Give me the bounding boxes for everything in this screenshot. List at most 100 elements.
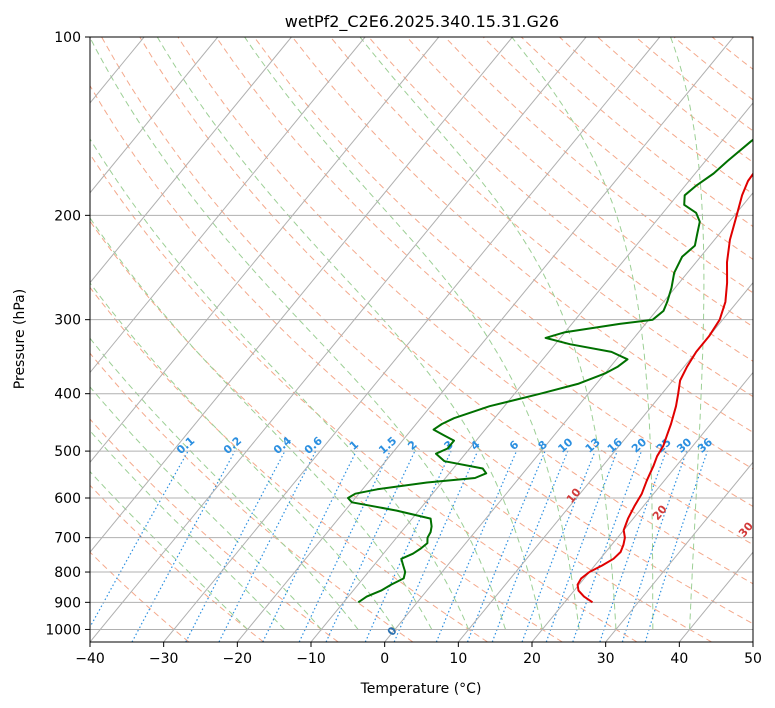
mixing-ratio-line <box>435 450 518 642</box>
dry-adiabat-line <box>90 84 712 642</box>
dry-adiabat-line <box>90 484 264 642</box>
isotherm-line <box>457 281 753 642</box>
mixing-ratio-line <box>90 450 189 629</box>
moist-adiabat-line <box>244 37 580 630</box>
x-tick-label: 30 <box>597 651 615 667</box>
y-tick-label: 600 <box>54 491 81 507</box>
plot-area: 0.1 0.2 0.4 0.6 1 1.5 2 3 4 6 8 10 13 16 20 25 30 3601020… <box>0 37 753 642</box>
y-tick-label: 1000 <box>45 622 81 638</box>
moist-adiabat-line <box>90 337 359 630</box>
x-tick-label: 10 <box>449 651 467 667</box>
moist-adiabat-line <box>90 282 396 630</box>
mixing-ratio-line <box>262 450 357 642</box>
moist-adiabat-line <box>90 138 470 630</box>
dry-adiabat-line <box>253 37 753 470</box>
mixing-ratio-line <box>599 450 667 642</box>
mixing-ratio-line <box>521 450 596 642</box>
mixing-ratio-label: 13 <box>583 436 603 456</box>
plot-frame <box>89 36 754 643</box>
chart-title: wetPf2_C2E6.2025.340.15.31.G26 <box>285 12 559 32</box>
dry-adiabat-line <box>90 418 339 642</box>
dry-adiabat-line <box>90 220 563 642</box>
x-tick-label: 0 <box>380 651 389 667</box>
moist-adiabat-line <box>156 37 543 630</box>
isotherm-line <box>236 37 734 642</box>
isotherm-line <box>90 37 292 284</box>
mixing-ratio-label: 30 <box>674 435 694 455</box>
mixing-ratio-label: 10 <box>555 435 575 455</box>
moist-adiabat-line <box>90 470 248 630</box>
mixing-ratio-line <box>393 450 479 642</box>
dry-adiabat-line <box>90 352 414 642</box>
mixing-ratio-line <box>572 450 643 642</box>
mixing-ratio-label: 16 <box>605 435 625 455</box>
isotherm-line <box>310 102 753 642</box>
dewpoint-line <box>347 138 753 604</box>
y-tick-label: 400 <box>54 387 81 403</box>
moist-adiabat-line <box>90 429 285 630</box>
dry-adiabat-line <box>444 37 753 294</box>
dry-adiabat-line <box>90 286 488 642</box>
y-tick-label: 800 <box>54 565 81 581</box>
isotherm-line <box>90 37 366 374</box>
y-tick-label: 900 <box>54 595 81 611</box>
mixing-ratio-label: 1.5 <box>376 434 399 457</box>
isotherm-line <box>531 371 753 642</box>
y-axis-label: Pressure (hPa) <box>12 289 28 389</box>
mixing-ratio-label: 0.4 <box>271 434 294 457</box>
isotherm-line <box>90 37 587 642</box>
x-tick-label: −30 <box>149 651 179 667</box>
mixing-ratio-line <box>621 450 688 642</box>
temperature-line <box>576 172 753 604</box>
isotherm-line <box>384 192 753 642</box>
dry-adiabat-line <box>90 153 638 642</box>
x-tick-label: −10 <box>296 651 326 667</box>
dry-adiabat-line <box>559 37 753 195</box>
mixing-ratio-line <box>644 450 708 642</box>
moist-adiabat-line <box>511 37 654 630</box>
dry-adiabat-line <box>711 37 753 70</box>
dry-adiabat-line <box>330 37 753 398</box>
x-axis-label: Temperature (°C) <box>360 681 482 697</box>
isotherm-line <box>0 37 70 642</box>
mixing-ratio-label: 0.6 <box>302 434 325 457</box>
mixing-ratio-label: 20 <box>629 435 649 455</box>
y-tick-label: 500 <box>54 444 81 460</box>
moist-adiabat-line <box>359 37 617 630</box>
x-tick-label: 50 <box>744 651 762 667</box>
dry-adiabat-line <box>749 37 753 40</box>
moist-adiabat-line <box>90 217 433 630</box>
dry-adiabat-line <box>292 37 753 433</box>
moist-adiabat-line <box>670 37 705 630</box>
isotherm-line <box>752 641 753 642</box>
x-tick-label: 20 <box>523 651 541 667</box>
isotherm-line <box>90 37 513 553</box>
mixing-ratio-label: 36 <box>695 435 715 455</box>
dry-adiabat-line <box>215 37 753 507</box>
moist-adiabat-label: 20 <box>650 502 670 522</box>
x-tick-label: −20 <box>223 651 253 667</box>
mixing-ratio-line <box>545 450 618 642</box>
x-tick-label: −40 <box>75 651 105 667</box>
y-tick-label: 700 <box>54 531 81 547</box>
mixing-ratio-line <box>185 450 286 642</box>
isotherm-line <box>90 37 440 464</box>
moist-adiabat-line <box>90 37 506 630</box>
mixing-ratio-line <box>491 450 569 642</box>
isotherm-line <box>605 461 753 642</box>
y-tick-label: 100 <box>54 30 81 46</box>
mixing-ratio-line <box>466 450 546 642</box>
dry-adiabat-line <box>177 37 753 546</box>
y-tick-label: 200 <box>54 208 81 224</box>
dry-adiabat-line <box>90 551 190 642</box>
mixing-ratio-line <box>298 450 391 642</box>
isotherm-line <box>90 37 219 194</box>
x-tick-label: 40 <box>670 651 688 667</box>
moist-adiabat-line <box>90 386 322 630</box>
mixing-ratio-line <box>218 450 317 642</box>
mixing-ratio-line <box>364 450 452 642</box>
y-tick-label: 300 <box>54 313 81 329</box>
isotherm-line <box>163 37 661 642</box>
dry-adiabat-line <box>673 37 753 101</box>
